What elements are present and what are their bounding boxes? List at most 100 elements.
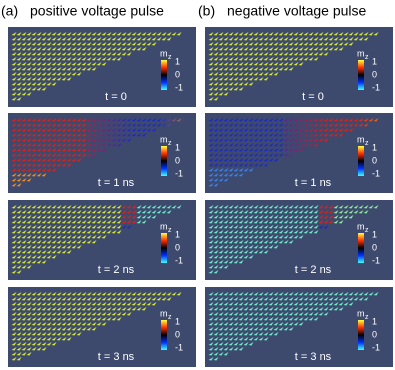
spin-arrow [263, 37, 269, 41]
spin-arrow [293, 52, 299, 56]
spin-arrow [263, 205, 269, 209]
spin-arrow [111, 133, 117, 137]
spin-arrow [228, 327, 234, 331]
spin-arrow [21, 255, 27, 259]
spin-arrow [248, 67, 254, 71]
spin-arrow [166, 123, 172, 127]
spin-arrow [273, 133, 279, 137]
spin-arrow [26, 347, 32, 351]
spin-arrow [16, 52, 22, 56]
spin-arrow [46, 255, 52, 259]
spin-arrow [218, 337, 224, 341]
spin-arrow [121, 37, 127, 41]
spin-arrow [41, 123, 47, 127]
spin-arrow [218, 317, 224, 321]
spin-arrow [51, 133, 57, 137]
spin-arrow [323, 215, 329, 219]
spin-arrow [76, 42, 82, 46]
spin-arrow [323, 123, 329, 127]
spin-arrow [81, 57, 87, 61]
spin-arrow [328, 47, 334, 51]
spin-arrow [116, 47, 122, 51]
spin-arrow [46, 148, 52, 152]
spin-arrow [248, 37, 254, 41]
spin-arrow [36, 312, 42, 316]
spin-arrow [11, 133, 17, 137]
spin-arrow [343, 302, 349, 306]
spin-arrow [11, 210, 17, 214]
spin-arrow [11, 138, 17, 142]
spin-arrow [223, 52, 229, 56]
spin-arrow [278, 47, 284, 51]
colorbar-tick: 1 [372, 56, 377, 66]
spin-arrow [121, 42, 127, 46]
spin-arrow [136, 307, 142, 311]
spin-arrow [61, 205, 67, 209]
spin-arrow [26, 205, 32, 209]
spin-arrow [333, 37, 339, 41]
spin-arrow [16, 220, 22, 224]
spin-arrow [151, 32, 157, 36]
spin-arrow [248, 138, 254, 142]
spin-arrow [288, 302, 294, 306]
spin-arrow [11, 178, 17, 182]
spin-arrow [233, 143, 239, 147]
spin-arrow [66, 37, 72, 41]
spin-arrow [313, 297, 319, 301]
spin-arrow [223, 32, 229, 36]
spin-arrow [31, 235, 37, 239]
spin-arrow [223, 133, 229, 137]
spin-arrow [233, 317, 239, 321]
spin-arrow [278, 297, 284, 301]
spin-arrow [151, 42, 157, 46]
spin-arrow [278, 123, 284, 127]
spin-arrow [228, 225, 234, 229]
spin-arrow [243, 255, 249, 259]
spin-arrow [71, 297, 77, 301]
spin-arrow [106, 215, 112, 219]
spin-arrow [81, 143, 87, 147]
spin-arrow [253, 240, 259, 244]
spin-arrow [11, 67, 17, 71]
spin-arrow [218, 158, 224, 162]
spin-arrow [136, 47, 142, 51]
spin-arrow [253, 302, 259, 306]
spin-arrow [46, 77, 52, 81]
spin-arrow [76, 123, 82, 127]
spin-arrow [298, 37, 304, 41]
spin-arrow [278, 133, 284, 137]
spin-arrow [233, 62, 239, 66]
spin-arrow [263, 143, 269, 147]
spin-arrow [81, 67, 87, 71]
spin-arrow [46, 153, 52, 157]
spin-arrow [293, 307, 299, 311]
spin-arrow [111, 118, 117, 122]
spin-arrow [268, 62, 274, 66]
spin-arrow [111, 302, 117, 306]
spin-arrow [233, 347, 239, 351]
spin-arrow [238, 240, 244, 244]
spin-arrow [21, 322, 27, 326]
spin-arrow [101, 220, 107, 224]
spin-arrow [106, 307, 112, 311]
spin-arrow [353, 210, 359, 214]
spin-arrow [86, 37, 92, 41]
spin-arrow [51, 143, 57, 147]
spin-arrow [228, 158, 234, 162]
spin-arrow [263, 215, 269, 219]
spin-arrow [243, 230, 249, 234]
spin-arrow [21, 327, 27, 331]
spin-arrow [141, 302, 147, 306]
spin-arrow [318, 302, 324, 306]
spin-arrow [66, 312, 72, 316]
spin-arrow [323, 205, 329, 209]
spin-arrow [293, 118, 299, 122]
spin-arrow [11, 342, 17, 346]
spin-arrow [273, 37, 279, 41]
spin-arrow [223, 265, 229, 269]
spin-arrow [223, 148, 229, 152]
spin-arrow [233, 230, 239, 234]
spin-arrow [268, 205, 274, 209]
spin-arrow [91, 62, 97, 66]
spin-arrow [298, 230, 304, 234]
